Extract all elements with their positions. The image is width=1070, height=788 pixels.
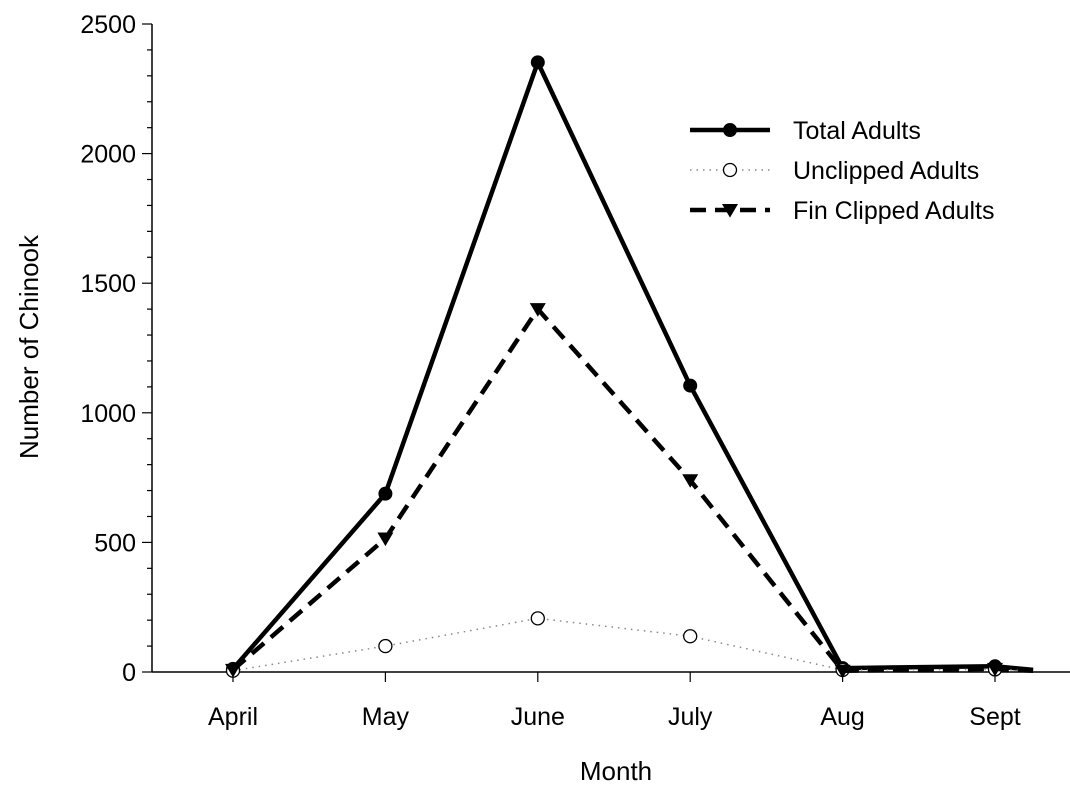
series-fin-clipped-adults [225, 303, 1034, 679]
data-point [378, 486, 393, 501]
y-tick-label: 2000 [80, 141, 136, 169]
series-line [231, 60, 1034, 673]
y-tick-label: 1000 [80, 400, 136, 428]
legend-label: Total Adults [793, 117, 921, 145]
legend: Total Adults Unclipped Adults Fin Clipped … [690, 117, 995, 225]
data-point [987, 662, 1003, 677]
data-point [683, 378, 698, 393]
x-tick-label: Aug [820, 703, 864, 731]
series-line [231, 306, 1034, 673]
legend-entry: Total Adults [690, 117, 921, 145]
x-tick-label: July [668, 703, 713, 731]
legend-marker [723, 123, 737, 137]
axes: 0 500 1000 1500 2000 2500 April May June July Aug S… [80, 11, 1070, 731]
legend-marker [722, 162, 738, 178]
y-tick-label: 2500 [80, 11, 136, 39]
data-point [377, 532, 394, 547]
legend-label: Fin Clipped Adults [793, 197, 995, 225]
data-point [530, 55, 545, 70]
legend-marker [722, 204, 738, 218]
legend-entry: Fin Clipped Adults [690, 197, 995, 225]
data-point [682, 474, 699, 488]
x-tick-label: April [208, 703, 258, 731]
data-point [683, 629, 698, 644]
series-line [232, 617, 1034, 672]
x-tick-label: June [511, 703, 565, 731]
series-layer [225, 55, 1034, 679]
y-tick-label: 0 [122, 659, 136, 687]
series-total-adults [226, 55, 1034, 676]
data-point [529, 303, 546, 317]
data-point [530, 611, 545, 626]
data-point [834, 664, 851, 679]
x-axis-title: Month [580, 756, 652, 786]
y-tick-label: 1500 [80, 270, 136, 298]
y-axis-title: Number of Chinook [14, 234, 44, 459]
data-point [378, 638, 393, 654]
x-tick-label: May [362, 703, 410, 731]
legend-label: Unclipped Adults [793, 157, 979, 185]
x-tick-label: Sept [969, 703, 1020, 731]
y-tick-label: 500 [94, 529, 136, 557]
legend-entry: Unclipped Adults [690, 157, 979, 185]
data-point [225, 663, 241, 678]
